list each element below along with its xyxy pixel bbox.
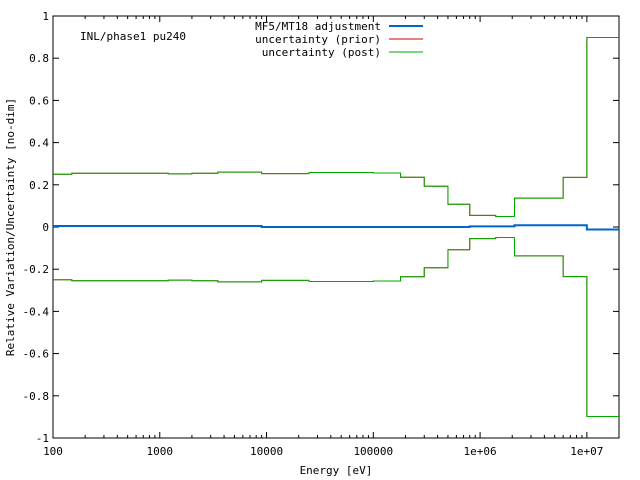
y-tick-label: 0 bbox=[42, 221, 49, 234]
series-line-1 bbox=[53, 37, 619, 217]
x-tick-label: 10000 bbox=[250, 445, 283, 458]
legend-label-0: MF5/MT18 adjustment bbox=[255, 20, 381, 33]
series-layer bbox=[53, 37, 619, 417]
series-line-2 bbox=[53, 37, 619, 217]
y-tick-label: 0.2 bbox=[29, 179, 49, 192]
series-line-0 bbox=[53, 224, 619, 231]
chart-annotation: INL/phase1 pu240 bbox=[80, 30, 186, 43]
x-tick-label: 1000 bbox=[147, 445, 174, 458]
y-axis-label: Relative Variation/Uncertainty [no-dim] bbox=[4, 98, 17, 356]
x-tick-label: 1e+07 bbox=[570, 445, 603, 458]
y-tick-label: 0.4 bbox=[29, 137, 49, 150]
x-axis: 100 1000 10000 100000 1e+06 1e+07 bbox=[43, 16, 620, 458]
y-tick-label: 0.6 bbox=[29, 94, 49, 107]
y-tick-label: -0.6 bbox=[23, 348, 50, 361]
series-line-2-negative bbox=[53, 237, 619, 417]
y-axis: -1 -0.8 -0.6 -0.4 -0.2 0 0.2 0.4 0.6 0.8 1 bbox=[23, 10, 619, 445]
y-tick-label: -0.2 bbox=[23, 263, 50, 276]
y-tick-label: -1 bbox=[36, 432, 49, 445]
series-line-1-negative bbox=[53, 237, 619, 417]
y-tick-label: -0.8 bbox=[23, 390, 50, 403]
y-tick-label: 1 bbox=[42, 10, 49, 23]
y-tick-label: -0.4 bbox=[23, 305, 50, 318]
legend-label-2: uncertainty (post) bbox=[262, 46, 381, 59]
x-tick-label: 100 bbox=[43, 445, 63, 458]
x-tick-label: 100000 bbox=[353, 445, 393, 458]
x-tick-label: 1e+06 bbox=[464, 445, 497, 458]
x-axis-label: Energy [eV] bbox=[300, 464, 373, 477]
legend-label-1: uncertainty (prior) bbox=[255, 33, 381, 46]
y-tick-label: 0.8 bbox=[29, 52, 49, 65]
